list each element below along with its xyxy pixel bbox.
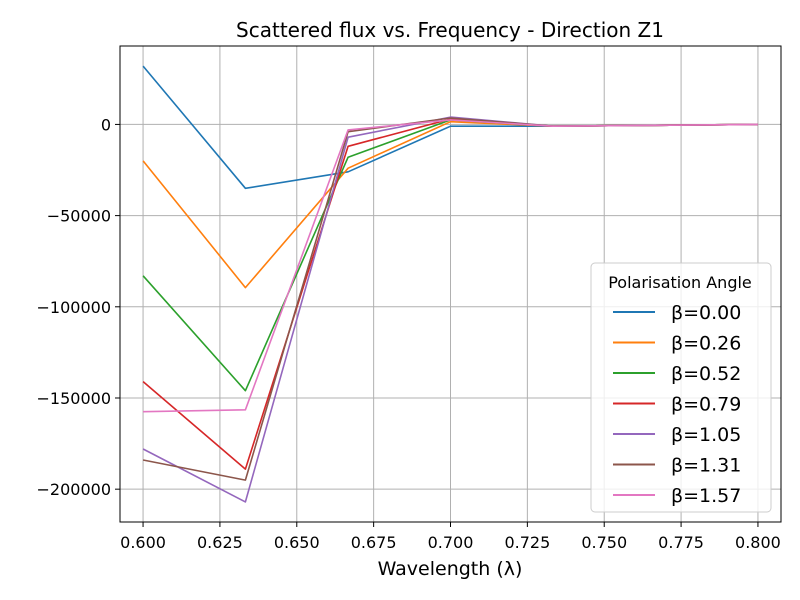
- legend-label: β=0.52: [671, 363, 741, 385]
- legend-title: Polarisation Angle: [608, 273, 752, 292]
- y-tick-label: −200000: [37, 480, 111, 499]
- x-axis-label: Wavelength (λ): [378, 558, 523, 580]
- x-tick-label: 0.800: [735, 533, 781, 552]
- legend-label: β=0.00: [671, 302, 741, 324]
- x-tick-label: 0.675: [351, 533, 397, 552]
- legend-label: β=1.31: [671, 455, 741, 477]
- x-tick-label: 0.650: [274, 533, 320, 552]
- x-tick-label: 0.600: [120, 533, 166, 552]
- x-tick-label: 0.750: [581, 533, 627, 552]
- chart-title: Scattered flux vs. Frequency - Direction…: [236, 18, 664, 42]
- series-line-6: [143, 119, 758, 413]
- legend-items: β=0.00 β=0.26 β=0.52 β=0.79 β=1.05 β=1.31 β=1.…: [613, 302, 741, 507]
- x-axis: 0.600 0.625 0.650 0.675 0.700 0.725 0.750 0.775…: [120, 522, 781, 552]
- y-axis: 0 −50000 −100000 −150000 −200000: [37, 115, 120, 499]
- x-tick-label: 0.775: [658, 533, 704, 552]
- x-tick-label: 0.725: [504, 533, 550, 552]
- legend-box: [590, 262, 772, 513]
- y-tick-label: −100000: [37, 298, 111, 317]
- legend-label: β=1.57: [671, 485, 741, 507]
- x-tick-label: 0.625: [197, 533, 243, 552]
- legend-label: β=0.26: [671, 333, 741, 355]
- x-tick-label: 0.700: [428, 533, 474, 552]
- y-tick-label: −50000: [47, 207, 111, 226]
- y-tick-label: −150000: [37, 389, 111, 408]
- legend-label: β=1.05: [671, 424, 741, 446]
- legend: Polarisation Angle β=0.00β=0.26β=0.52β=0…: [590, 262, 772, 513]
- y-tick-label: 0: [101, 115, 111, 134]
- legend-label: β=0.79: [671, 394, 741, 416]
- series-lines: [142, 65, 758, 503]
